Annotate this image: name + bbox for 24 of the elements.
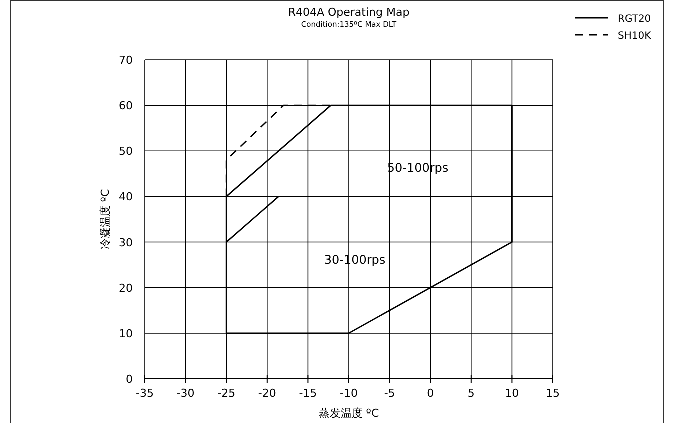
- x-tick-label: -25: [218, 387, 236, 400]
- x-tick-label: -35: [136, 387, 154, 400]
- x-tick-label: 0: [427, 387, 434, 400]
- y-tick-label: 70: [119, 54, 133, 67]
- y-axis-title: 冷凝温度 ºC: [99, 189, 112, 250]
- y-tick-label: 40: [119, 190, 133, 204]
- legend-label: RGT20: [618, 14, 652, 25]
- y-tick-label: 0: [126, 373, 133, 386]
- x-tick-label: -10: [340, 387, 358, 400]
- chart-title: R404A Operating Map: [288, 6, 410, 19]
- y-tick-label: 20: [119, 282, 133, 295]
- y-tick-label: 60: [119, 100, 133, 113]
- x-axis-title: 蒸发温度 ºC: [318, 407, 380, 420]
- y-tick-label: 50: [119, 145, 133, 158]
- x-tick-label: 5: [468, 387, 475, 400]
- x-tick-label: -30: [176, 387, 195, 400]
- x-tick-label: -15: [299, 387, 318, 400]
- y-tick-label: 30: [119, 236, 133, 250]
- x-tick-label: 15: [546, 387, 560, 400]
- y-tick-label: 10: [119, 327, 133, 340]
- x-tick-label: -20: [258, 387, 276, 400]
- x-tick-label: -5: [384, 387, 396, 400]
- x-tick-label: 10: [505, 387, 520, 400]
- legend-label: SH10K: [618, 31, 652, 42]
